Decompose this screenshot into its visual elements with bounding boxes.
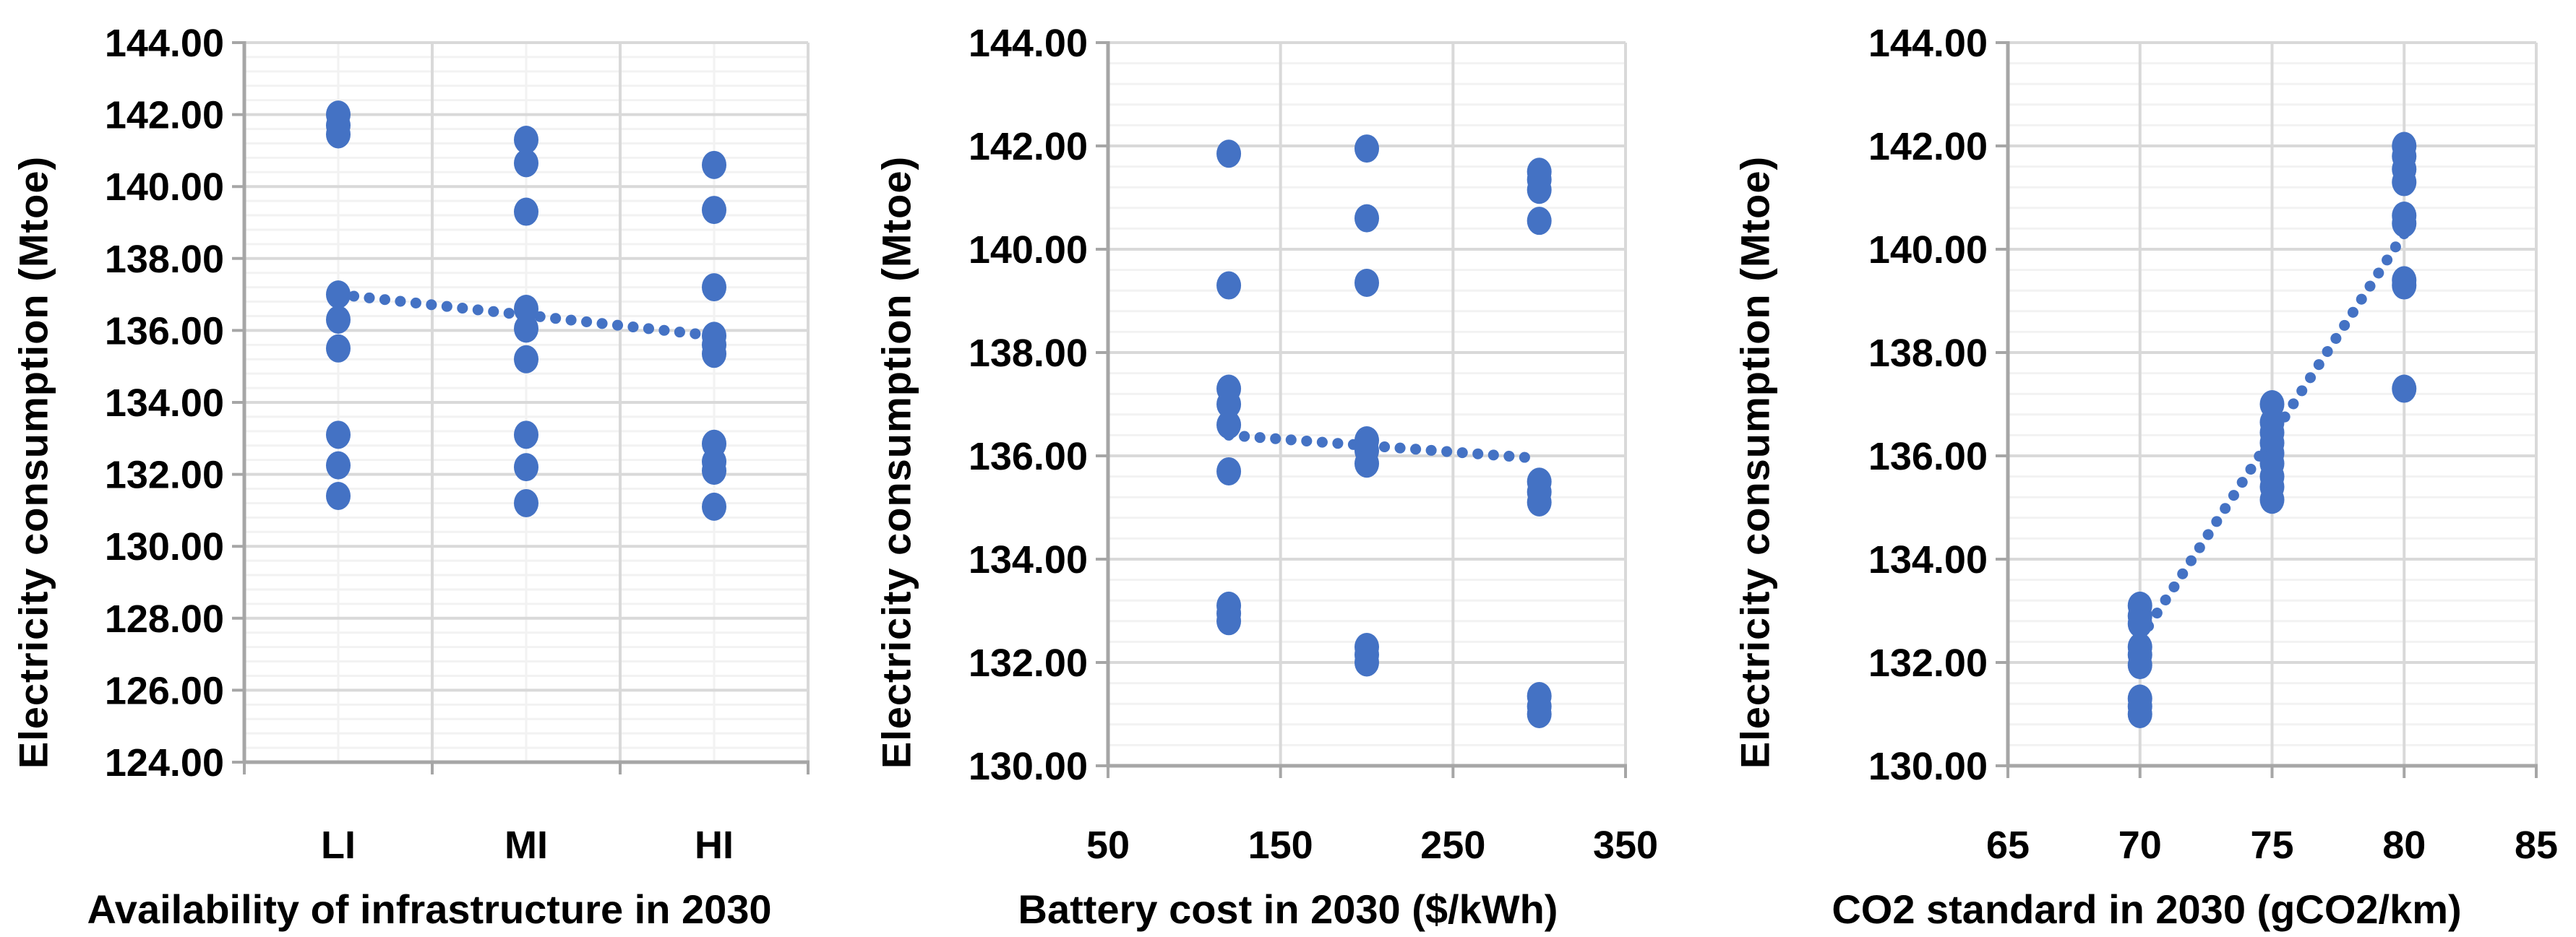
data-point — [2392, 374, 2417, 403]
y-tick-label: 130.00 — [1868, 745, 1988, 788]
data-point — [2392, 168, 2417, 197]
data-point — [326, 451, 351, 480]
data-point — [326, 120, 351, 149]
y-tick-label: 142.00 — [1868, 125, 1988, 168]
y-tick-label: 144.00 — [105, 22, 224, 65]
y-tick-label: 140.00 — [1868, 228, 1988, 272]
data-point — [326, 334, 351, 363]
y-tick-label: 130.00 — [969, 745, 1088, 788]
data-point — [514, 197, 538, 226]
data-point — [1354, 268, 1379, 297]
y-tick-label: 126.00 — [105, 669, 224, 712]
data-point — [514, 420, 538, 449]
y-tick-label: 142.00 — [969, 125, 1088, 168]
data-point — [2127, 609, 2152, 638]
co2-standard-plot-area: 130.00 132.00 134.00 136.00 138.00 140.00 142.… — [1868, 22, 2558, 867]
data-point — [1527, 176, 1552, 204]
y-tick-label: 136.00 — [105, 309, 224, 353]
data-point — [1527, 488, 1552, 517]
y-tick-label: 138.00 — [969, 332, 1088, 375]
data-point — [326, 305, 351, 334]
data-point — [1354, 449, 1379, 478]
data-point — [2392, 209, 2417, 238]
y-tick-label: 128.00 — [105, 597, 224, 641]
y-tick-label: 130.00 — [105, 525, 224, 569]
data-point — [326, 481, 351, 510]
data-point — [702, 273, 726, 302]
data-point — [1216, 139, 1242, 168]
y-tick-label: 134.00 — [105, 381, 224, 425]
y-tick-label: 132.00 — [1868, 642, 1988, 685]
data-point — [702, 196, 726, 225]
data-point — [702, 150, 726, 179]
chart-infrastructure: Electricity consumption (Mtoe) 124.00 126… — [0, 0, 859, 937]
data-point — [514, 314, 538, 343]
data-point — [514, 295, 538, 324]
y-tick-label: 144.00 — [1868, 22, 1988, 65]
infrastructure-plot-area: 124.00 126.00 128.00 130.00 132.00 134.00 136.… — [105, 22, 810, 867]
chart-co2-standard: Electricity consumption (Mtoe) 130.00 132… — [1717, 0, 2576, 937]
y-tick-label: 142.00 — [105, 94, 224, 137]
x-tick-label: 250 — [1420, 824, 1485, 867]
y-tick-label: 136.00 — [969, 435, 1088, 478]
data-point — [1216, 410, 1242, 439]
y-tick-label: 136.00 — [1868, 435, 1988, 478]
data-point — [702, 340, 726, 368]
data-point — [514, 453, 538, 482]
x-tick-label: 75 — [2250, 824, 2293, 867]
y-tick-label: 140.00 — [969, 228, 1088, 272]
data-point — [1216, 390, 1242, 418]
x-axis-title: Battery cost in 2030 ($/kWh) — [1018, 886, 1558, 932]
y-tick-label: 140.00 — [105, 165, 224, 209]
x-tick-label: HI — [695, 824, 734, 867]
y-tick-label: 138.00 — [1868, 332, 1988, 375]
y-tick-label: 134.00 — [969, 538, 1088, 582]
y-tick-label: 124.00 — [105, 741, 224, 785]
y-tick-label: 134.00 — [1868, 538, 1988, 582]
x-tick-label: LI — [321, 824, 356, 867]
x-axis-title: Availability of infrastructure in 2030 — [87, 886, 772, 932]
data-point — [1216, 607, 1242, 636]
x-tick-label: 150 — [1248, 824, 1313, 867]
data-point — [2259, 485, 2285, 514]
data-point — [2127, 700, 2152, 728]
x-tick-label: 350 — [1593, 824, 1658, 867]
x-tick-label: 65 — [1986, 824, 2030, 867]
data-point — [1216, 457, 1242, 485]
x-axis-title: CO2 standard in 2030 (gCO2/km) — [1832, 886, 2462, 932]
battery-cost-plot-area: 130.00 132.00 134.00 136.00 138.00 140.00 142.… — [969, 22, 1658, 867]
x-tick-label: MI — [505, 824, 548, 867]
y-tick-label: 138.00 — [105, 238, 224, 281]
data-point — [514, 125, 538, 154]
y-tick-label: 144.00 — [969, 22, 1088, 65]
trend-line — [2134, 228, 2410, 645]
x-tick-label: 80 — [2382, 824, 2426, 867]
data-point — [1527, 700, 1552, 728]
data-point — [1527, 207, 1552, 236]
data-point — [1354, 648, 1379, 677]
data-point — [514, 345, 538, 373]
data-point — [326, 420, 351, 449]
x-tick-label: 85 — [2515, 824, 2558, 867]
data-point — [2127, 651, 2152, 680]
chart-battery-cost: Electricity consumption (Mtoe) 130.00 132… — [859, 0, 1717, 937]
data-point — [514, 149, 538, 178]
data-point — [1216, 271, 1242, 300]
data-point — [514, 488, 538, 517]
x-tick-label: 50 — [1086, 824, 1130, 867]
data-point — [1354, 204, 1379, 233]
data-point — [1354, 134, 1379, 163]
trend-line — [1223, 429, 1545, 465]
data-point — [702, 492, 726, 521]
data-point — [2392, 271, 2417, 300]
y-tick-label: 132.00 — [969, 642, 1088, 685]
data-point — [326, 280, 351, 309]
data-point — [702, 457, 726, 485]
x-tick-label: 70 — [2118, 824, 2162, 867]
y-tick-label: 132.00 — [105, 454, 224, 497]
